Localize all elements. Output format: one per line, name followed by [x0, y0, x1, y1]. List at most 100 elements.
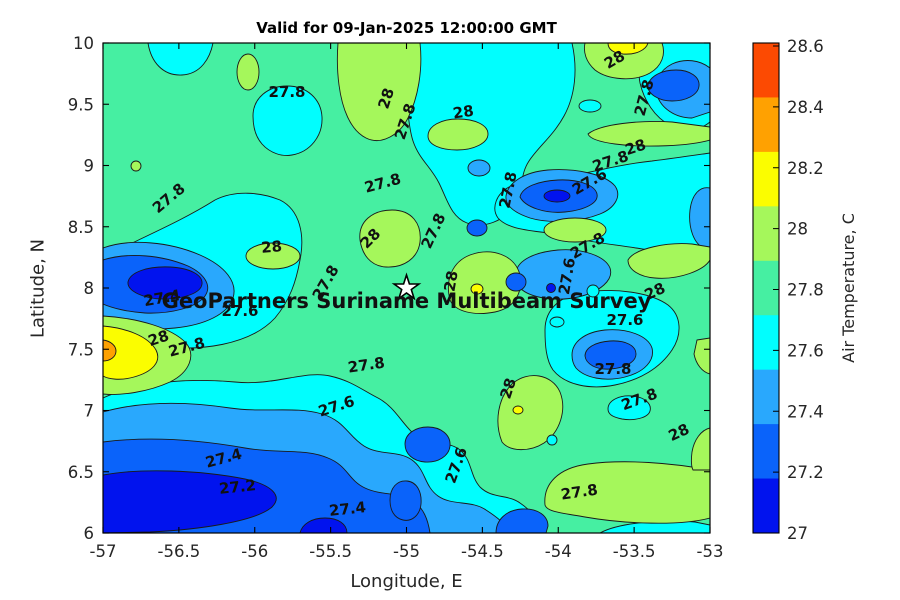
contour-region	[543, 217, 607, 243]
contour-region	[245, 242, 301, 270]
contour-dot-region	[546, 434, 558, 446]
contour-region	[584, 43, 664, 80]
contour-region	[427, 118, 489, 151]
contour-region	[359, 209, 421, 268]
star-marker	[391, 272, 422, 301]
colorbar-segment	[753, 424, 779, 480]
contour-dot-region	[546, 283, 556, 293]
contour-region	[607, 43, 649, 55]
contour-label: 27.2	[218, 476, 257, 498]
x-tick-label: -56	[241, 542, 268, 561]
contour-label: 27.8	[594, 360, 631, 378]
colorbar-segment	[753, 151, 779, 207]
contour-label: 28	[496, 376, 520, 401]
contour-label: 28	[374, 86, 398, 111]
contour-label: 27.8	[560, 481, 599, 504]
y-tick-label: 8.5	[68, 218, 94, 237]
y-tick-label: 6.5	[68, 463, 94, 482]
contour-label: 27.8	[347, 354, 386, 377]
colorbar-segment	[753, 206, 779, 262]
contour-region	[336, 43, 422, 141]
contour-region	[147, 43, 214, 76]
axis-ticks: -57 -56.5 -56 -55.5 -55 -54.5 -54 -53.5 -53 10 9.5…	[68, 34, 724, 561]
colorbar-segment	[753, 97, 779, 153]
contour-dot-region	[466, 219, 488, 237]
contour-label: 28	[452, 102, 475, 123]
contour-region	[403, 43, 576, 226]
contour-label: 28	[146, 326, 171, 350]
x-tick-label: -54	[545, 542, 572, 561]
colorbar-tick-label: 27.8	[787, 281, 824, 300]
colorbar: 28.6 28.4 28.2 28 27.8 27.6 27.4 27.2 27	[752, 37, 824, 543]
contour-dot-region	[505, 272, 527, 292]
contour-region	[299, 517, 348, 533]
x-tick-label: -54.5	[461, 542, 504, 561]
colorbar-tick-label: 28.4	[787, 98, 824, 117]
contour-region	[236, 53, 260, 91]
contour-region	[127, 266, 203, 300]
y-tick-label: 7.5	[68, 340, 94, 359]
y-tick-label: 10	[73, 34, 94, 53]
contour-region-layer	[103, 43, 710, 533]
contour-dot-region	[130, 160, 142, 172]
x-tick-label: -57	[90, 542, 117, 561]
colorbar-tick-label: 27	[787, 524, 808, 543]
contour-region	[404, 426, 451, 463]
contour-region	[103, 325, 159, 380]
colorbar-segment	[753, 260, 779, 316]
contour-dot-region	[578, 99, 602, 113]
y-tick-label: 9.5	[68, 95, 94, 114]
y-tick-label: 6	[84, 524, 95, 543]
y-tick-label: 7	[84, 402, 95, 421]
contour-region	[584, 340, 637, 370]
colorbar-segment	[753, 369, 779, 425]
contour-region	[103, 339, 117, 362]
contour-label: 27.6	[606, 311, 643, 329]
contour-region	[389, 480, 422, 521]
colorbar-tick-label: 28.2	[787, 159, 824, 178]
y-axis-label: Latitude, N	[27, 239, 49, 338]
contour-dot-region	[512, 405, 524, 415]
y-tick-label: 9	[84, 157, 95, 176]
contour-label: 28	[260, 237, 282, 257]
colorbar-tick-label: 28	[787, 220, 808, 239]
contour-region	[252, 85, 323, 156]
contour-dot-region	[586, 284, 600, 298]
contour-label: 28	[623, 135, 648, 159]
colorbar-border	[752, 42, 780, 534]
contour-dot-region	[549, 316, 565, 328]
colorbar-tick-label: 27.4	[787, 402, 824, 421]
plot-title: Valid for 09-Jan-2025 12:00:00 GMT	[256, 19, 557, 37]
contour-label: 27.4	[328, 498, 367, 520]
contour-dot-region	[470, 283, 484, 295]
colorbar-tick-label: 27.6	[787, 341, 824, 360]
contour-region	[497, 375, 564, 451]
x-tick-label: -55	[393, 542, 420, 561]
colorbar-segment	[753, 43, 779, 98]
contour-label: 28	[440, 269, 461, 293]
colorbar-tick-label: 27.2	[787, 463, 824, 482]
colorbar-segment	[753, 315, 779, 371]
contour-region	[103, 470, 277, 533]
contour-dot-region	[467, 159, 491, 177]
contour-region	[495, 508, 549, 533]
x-tick-label: -56.5	[158, 542, 201, 561]
y-tick-label: 8	[84, 279, 95, 298]
survey-watermark: GeoPartners Suriname Multibeam Survey	[161, 289, 652, 313]
contour-region	[607, 395, 651, 421]
colorbar-segment	[753, 478, 779, 534]
x-tick-label: -53	[697, 542, 724, 561]
contour-region	[690, 427, 710, 471]
colorbar-tick-label: 28.6	[787, 37, 824, 56]
colorbar-label: Air Temperature, C	[839, 213, 858, 363]
x-tick-label: -53.5	[613, 542, 656, 561]
contour-region	[647, 69, 700, 102]
x-axis-label: Longitude, E	[350, 571, 463, 592]
x-tick-label: -55.5	[309, 542, 352, 561]
contour-region	[544, 461, 710, 524]
contour-region	[627, 243, 710, 279]
contour-label: 27.6	[221, 302, 258, 320]
contour-dot-region	[543, 189, 571, 203]
